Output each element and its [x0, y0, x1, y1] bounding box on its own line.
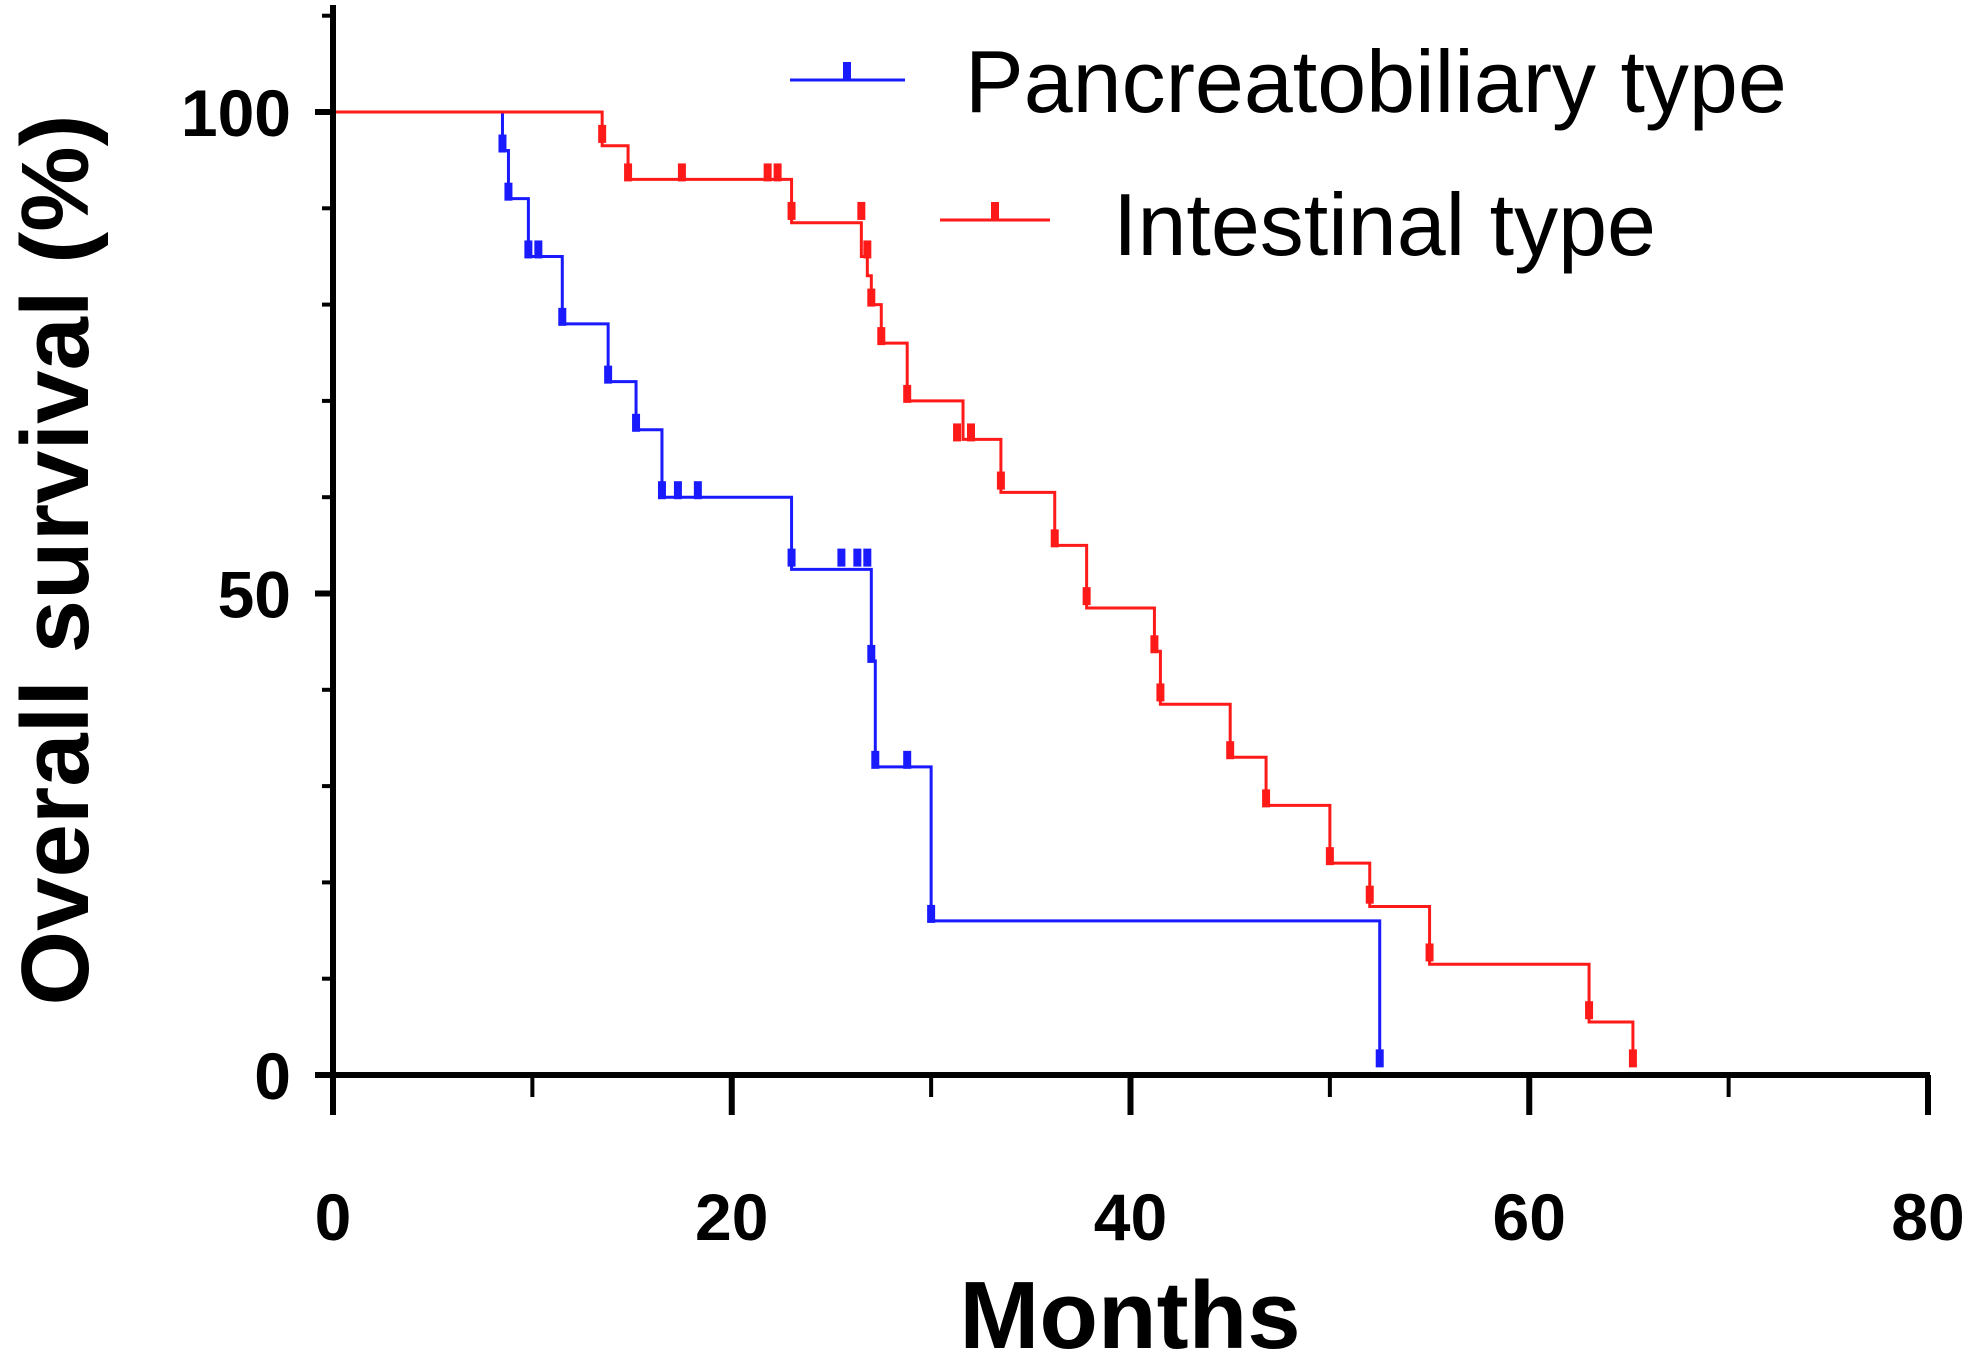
x-tick-label: 60 [1493, 1180, 1566, 1254]
y-tick-label: 50 [218, 558, 291, 632]
y-axis-title: Overall survival (%) [2, 114, 109, 1005]
x-tick-label: 40 [1094, 1180, 1167, 1254]
series-pancreatobiliary [333, 110, 1384, 1068]
legend-item-pancreatobiliary: Pancreatobiliary type [790, 32, 1787, 131]
y-ticks: 0 50 100 [181, 13, 333, 1113]
y-tick-label: 100 [181, 76, 291, 150]
series-intestinal [333, 110, 1637, 1068]
survival-curve-intestinal [333, 110, 1635, 1066]
legend-label-intestinal: Intestinal type [1113, 175, 1656, 274]
legend-label-pancreatobiliary: Pancreatobiliary type [965, 32, 1787, 131]
legend: Pancreatobiliary type Intestinal type [790, 32, 1787, 274]
x-ticks: 0 20 40 60 80 [315, 1075, 1965, 1254]
x-tick-label: 0 [315, 1180, 352, 1254]
x-tick-label: 20 [695, 1180, 768, 1254]
x-tick-label: 80 [1891, 1180, 1964, 1254]
legend-item-intestinal: Intestinal type [940, 175, 1656, 274]
y-tick-label: 0 [254, 1039, 291, 1113]
plot-area [333, 110, 1637, 1068]
x-axis-title: Months [959, 1262, 1300, 1359]
